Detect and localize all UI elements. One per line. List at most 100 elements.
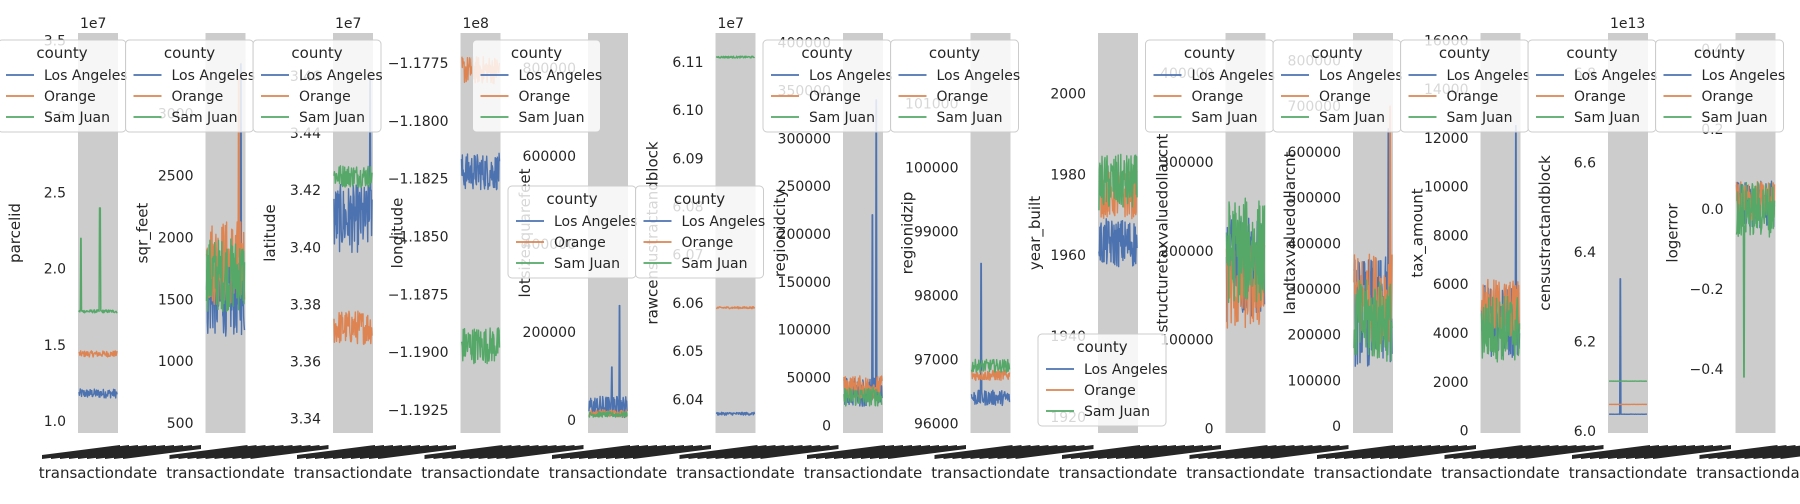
ytick-label: 6.4 [1574,245,1596,261]
y-axis-label: parcelid [6,203,24,263]
legend-label: Los Angeles [554,214,638,230]
ytick-label: 97000 [914,352,959,368]
ytick-label: 6000 [1433,277,1469,293]
ytick-label: 3.42 [290,183,321,199]
x-axis-label: transactiondate [421,464,540,482]
ytick-label: 1500 [158,292,194,308]
ytick-label: 6.09 [672,151,703,167]
ytick-label: 50000 [786,370,831,386]
ytick-label: −1.1825 [388,172,449,188]
legend-label: Sam Juan [937,110,1003,126]
ytick-label: 3.40 [290,240,321,256]
ytick-label: 500 [167,416,194,432]
ytick-label: 2.0 [44,262,66,278]
x-axis-label: transactiondate [1186,464,1305,482]
y-axis-label: structuretaxvaluedollarcnt [1154,134,1172,333]
ytick-label: 200000 [523,325,576,341]
ytick-label: 6.0 [1574,424,1596,440]
legend-label: Los Angeles [1084,362,1168,378]
legend-label: Sam Juan [682,256,748,272]
legend-label: Los Angeles [519,68,603,84]
ytick-label: 100000 [905,160,958,176]
ytick-label: 6.11 [672,55,703,71]
ytick-label: 1000 [158,354,194,370]
legend-label: Los Angeles [1447,68,1531,84]
ytick-label: 96000 [914,416,959,432]
axis-offset-label: 1e13 [1610,16,1645,32]
legend-label: Orange [1447,89,1499,105]
legend-label: Sam Juan [44,110,110,126]
series-line-orange [717,307,755,309]
legend-label: Orange [554,235,606,251]
legend-label: Orange [682,235,734,251]
legend-label: Orange [299,89,351,105]
legend-label: Los Angeles [809,68,893,84]
axis-offset-label: 1e8 [463,16,489,32]
ytick-label: 2.5 [44,186,66,202]
ytick-label: 2000 [1050,87,1086,103]
legend-title: county [674,190,725,208]
legend-label: Sam Juan [1702,110,1768,126]
ytick-label: 1960 [1050,248,1086,264]
y-axis-label: landtaxvaluedollarcnt [1281,151,1299,314]
ytick-label: 6.04 [672,392,703,408]
legend-label: Sam Juan [1319,110,1385,126]
ytick-label: 0 [567,413,576,429]
legend-label: Los Angeles [682,214,766,230]
ytick-label: 300000 [778,131,831,147]
legend-title: county [1076,338,1127,356]
legend-title: county [801,44,852,62]
legend-label: Orange [809,89,861,105]
ytick-label: 2500 [158,168,194,184]
x-axis-label: transactiondate [676,464,795,482]
legend-label: Orange [519,89,571,105]
y-axis-label: regionidzip [899,192,917,275]
legend-6: county Los Angeles Orange Sam Juan [636,186,766,278]
legend-title: county [1311,44,1362,62]
y-axis-label: censustractandblock [1536,155,1554,311]
ytick-label: 3.38 [290,297,321,313]
ytick-label: 0 [1460,424,1469,440]
legend-label: Sam Juan [299,110,365,126]
ytick-label: 6.6 [1574,156,1596,172]
legend-label: Orange [1319,89,1371,105]
legend-label: Los Angeles [44,68,128,84]
ytick-label: 99000 [914,224,959,240]
legend-label: Orange [937,89,989,105]
x-axis-label: transactiondate [1441,464,1560,482]
legend-title: county [164,44,215,62]
ytick-label: 3.36 [290,355,321,371]
ytick-label: 12000 [1424,131,1469,147]
x-axis-label: transactiondate [1696,464,1800,482]
legend-label: Los Angeles [1574,68,1658,84]
ytick-label: 100000 [778,323,831,339]
ytick-label: 98000 [914,288,959,304]
ytick-label: 0 [1332,419,1341,435]
legend-title: county [511,44,562,62]
y-axis-label: longitude [389,198,407,269]
legend-title: county [1566,44,1617,62]
ytick-label: 100000 [1160,333,1213,349]
legend-label: Los Angeles [937,68,1021,84]
ytick-label: 1.0 [44,414,66,430]
legend-title: county [546,190,597,208]
legend-label: Orange [172,89,224,105]
legend-label: Sam Juan [1447,110,1513,126]
ytick-label: 0 [822,418,831,434]
legend-label: Orange [44,89,96,105]
axis-offset-label: 1e7 [80,16,106,32]
x-axis-label: transactiondate [166,464,285,482]
